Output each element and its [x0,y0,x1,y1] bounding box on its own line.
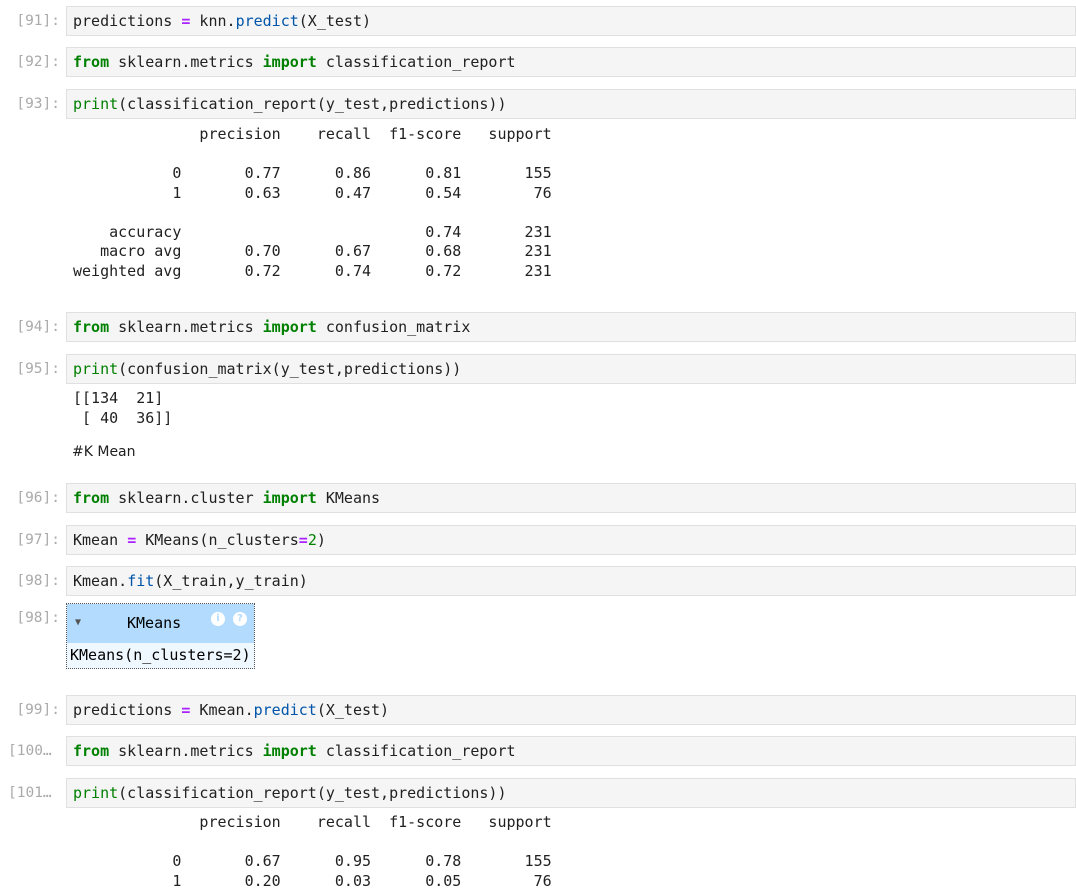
code-token: fit [127,572,155,590]
code-token: predictions [73,701,182,719]
cell-prompt: [93]: [16,96,60,112]
code-token: (X_train,y_train) [154,572,308,590]
code-input[interactable]: from sklearn.metrics import confusion_ma… [66,312,1076,342]
cell-prompt: [94]: [16,319,60,335]
cell-prompt: [92]: [16,54,60,70]
help-icon[interactable]: ? [233,612,247,626]
code-token: import [262,53,317,71]
code-token: Kmean [73,531,128,549]
code-input[interactable]: predictions = Kmean.predict(X_test) [66,695,1076,725]
classification-report-output-kmeans: precision recall f1-score support 0 0.67… [172,813,552,890]
cell-prompt: [98]: [16,573,60,589]
code-token: (X_test) [316,701,390,719]
code-token: from [73,53,110,71]
collapse-triangle-icon[interactable]: ▼ [75,617,82,628]
code-token: classification_report [316,742,516,760]
code-token: from [73,742,110,760]
code-token: KMeans(n_clusters [136,531,299,549]
code-input[interactable]: print(classification_report(y_test,predi… [66,89,1076,119]
confusion-matrix-output: [[134 21] [ 40 36]] [73,389,173,427]
code-input[interactable]: from sklearn.metrics import classificati… [66,47,1076,77]
widget-title: KMeans [127,614,182,632]
code-token: (X_test) [298,12,372,30]
widget-header[interactable]: ▼ KMeans i ? [67,604,254,643]
code-input[interactable]: print(confusion_matrix(y_test,prediction… [66,354,1076,384]
cell-prompt: [98]: [16,610,60,626]
code-input[interactable]: Kmean = KMeans(n_clusters=2) [66,525,1076,555]
estimator-repr: KMeans(n_clusters=2) [70,646,251,664]
code-token: classification_report [316,53,516,71]
code-input[interactable]: from sklearn.cluster import KMeans [66,483,1076,513]
code-token: print [73,784,119,802]
code-token: = [181,12,191,30]
code-token: import [262,318,317,336]
code-token: sklearn.metrics [109,742,263,760]
cell-prompt: [96]: [16,490,60,506]
code-token: import [262,489,317,507]
code-token: confusion_matrix [316,318,471,336]
code-token: (classification_report(y_test,prediction… [118,784,507,802]
code-token: ) [316,531,326,549]
code-token: Kmean. [73,572,128,590]
cell-prompt: [97]: [16,532,60,548]
code-token: from [73,489,110,507]
classification-report-output-knn: precision recall f1-score support 0 0.77… [73,125,552,280]
cell-prompt: [101… [8,785,52,801]
code-input[interactable]: Kmean.fit(X_train,y_train) [66,566,1076,596]
code-token: sklearn.metrics [109,318,263,336]
code-input[interactable]: print(classification_report(y_test,predi… [66,778,1076,808]
code-token: from [73,318,110,336]
code-token: sklearn.metrics [109,53,263,71]
code-token: knn. [190,12,236,30]
code-token: = [127,531,137,549]
code-token: (confusion_matrix(y_test,predictions)) [118,360,462,378]
code-token: Kmean. [190,701,254,719]
code-token: print [73,360,119,378]
code-token: 2 [307,531,317,549]
kmeans-estimator-widget[interactable]: ▼ KMeans i ? KMeans(n_clusters=2) [66,603,255,669]
code-token: = [181,701,191,719]
code-token: sklearn.cluster [109,489,263,507]
code-input[interactable]: from sklearn.metrics import classificati… [66,736,1076,766]
code-token: predict [235,12,299,30]
code-token: predictions [73,12,182,30]
code-input[interactable]: predictions = knn.predict(X_test) [66,6,1076,36]
cell-prompt: [95]: [16,361,60,377]
code-token: import [262,742,317,760]
markdown-cell: #K Mean [72,444,136,460]
cell-prompt: [100… [8,743,52,759]
code-token: = [298,531,308,549]
code-token: KMeans [316,489,381,507]
code-token: (classification_report(y_test,prediction… [118,95,507,113]
cell-prompt: [91]: [16,13,60,29]
cell-prompt: [99]: [16,702,60,718]
code-token: print [73,95,119,113]
info-icon[interactable]: i [211,612,225,626]
code-token: predict [253,701,317,719]
